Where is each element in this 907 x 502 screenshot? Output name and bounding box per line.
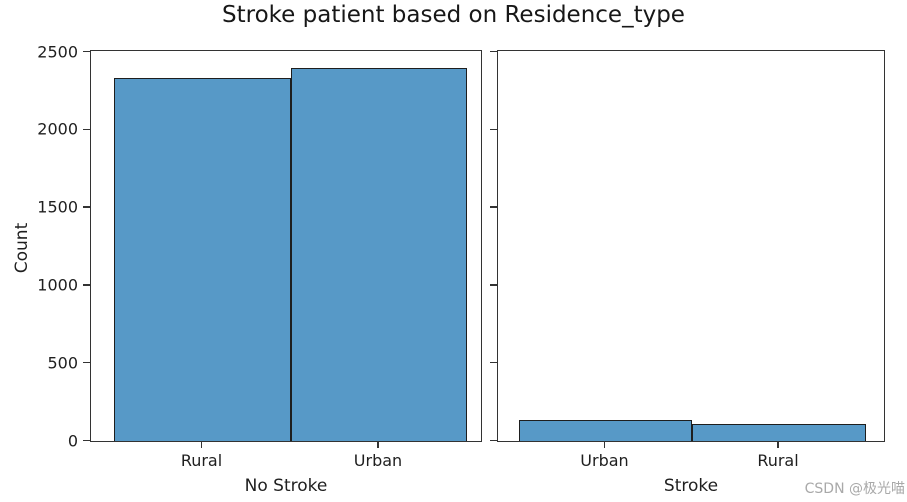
x-axis-label-no-stroke: No Stroke: [244, 476, 328, 496]
y-tick-mark: [83, 361, 90, 364]
y-tick-mark: [83, 128, 90, 131]
y-tick-label: 1500: [37, 197, 78, 217]
y-tick-mark: [83, 284, 90, 286]
x-tick-mark: [377, 442, 379, 448]
x-tick-label-rural: Rural: [180, 451, 223, 470]
x-tick-label-rural: Rural: [757, 451, 799, 470]
watermark: CSDN @极光喵: [804, 481, 905, 497]
bar-stroke-rural: [692, 423, 866, 441]
x-tick-mark: [603, 442, 606, 448]
bar-no-stroke-urban: [291, 68, 467, 441]
y-tick-label: 1000: [37, 275, 78, 295]
bar-no-stroke-rural: [114, 78, 291, 441]
x-tick-label-urban: Urban: [353, 451, 403, 470]
y-tick-mark: [490, 206, 497, 208]
y-tick-label: 0: [67, 431, 78, 450]
x-tick-mark: [200, 442, 203, 448]
y-tick-mark: [490, 439, 497, 442]
x-tick-mark: [777, 442, 779, 448]
chart-title: Stroke patient based on Residence_type: [222, 2, 685, 28]
y-axis-label: Count: [12, 222, 32, 274]
y-tick-mark: [83, 50, 90, 53]
y-tick-label: 2000: [37, 119, 78, 139]
y-tick-label: 2500: [37, 42, 78, 61]
y-tick-mark: [83, 439, 90, 442]
y-tick-mark: [490, 50, 497, 53]
y-tick-mark: [490, 284, 497, 286]
y-tick-mark: [83, 206, 90, 208]
x-tick-label-urban: Urban: [580, 451, 629, 470]
bar-stroke-urban: [519, 420, 692, 441]
subplot-no-stroke: [90, 50, 482, 442]
x-axis-label-stroke: Stroke: [663, 476, 719, 496]
y-tick-mark: [490, 128, 497, 131]
y-tick-label: 500: [47, 353, 78, 373]
subplot-stroke: [497, 50, 885, 442]
y-tick-mark: [490, 361, 497, 364]
